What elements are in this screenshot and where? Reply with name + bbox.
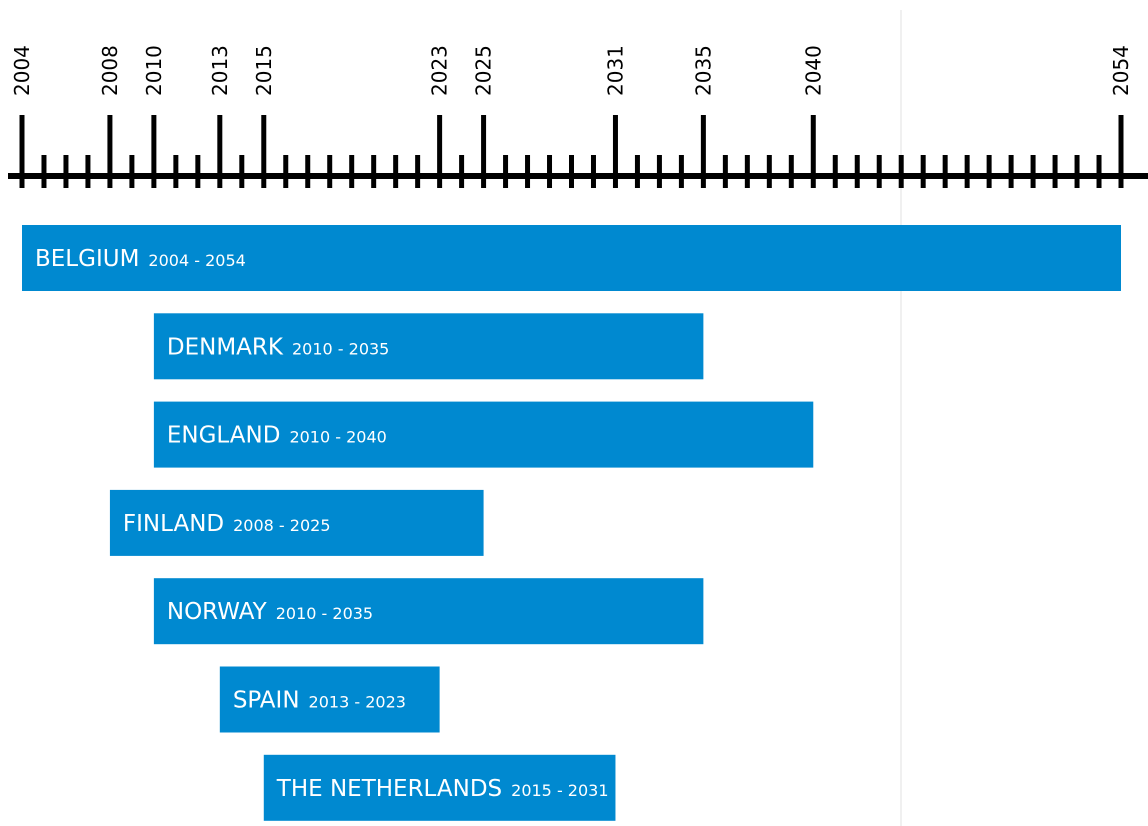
bar-country-label: FINLAND <box>123 511 224 537</box>
tick-label: 2054 <box>1109 45 1133 96</box>
timeline-bar: FINLAND 2008 - 2025 <box>109 489 484 556</box>
bar-label: FINLAND 2008 - 2025 <box>123 511 331 537</box>
tick-label: 2035 <box>691 45 715 96</box>
bar-rect <box>22 225 1121 291</box>
tick-label: 2025 <box>472 45 496 96</box>
bar-range-label: 2013 - 2023 <box>309 693 406 712</box>
tick-label: 2004 <box>10 45 34 96</box>
bar-rect <box>153 313 704 380</box>
bar-rect <box>219 666 440 733</box>
bar-rect <box>109 489 484 556</box>
bar-label: DENMARK 2010 - 2035 <box>167 334 389 360</box>
bar-country-label: THE NETHERLANDS <box>276 776 502 802</box>
bar-country-label: SPAIN <box>233 688 300 714</box>
bars-group: BELGIUM 2004 - 2054 DENMARK 2010 - 2035 ENGL… <box>22 225 1121 821</box>
timeline-bar: SPAIN 2013 - 2023 <box>219 666 440 733</box>
tick-label: 2010 <box>142 45 166 96</box>
bar-label: THE NETHERLANDS 2015 - 2031 <box>276 776 609 802</box>
bar-rect <box>153 401 814 468</box>
bar-country-label: DENMARK <box>167 334 284 360</box>
timeline-bar: BELGIUM 2004 - 2054 <box>22 225 1121 291</box>
bar-range-label: 2008 - 2025 <box>233 516 330 535</box>
bar-range-label: 2010 - 2035 <box>276 604 373 623</box>
bar-rect <box>263 754 616 821</box>
tick-label: 2013 <box>208 45 232 96</box>
bar-label: ENGLAND 2010 - 2040 <box>167 423 387 449</box>
tick-label: 2008 <box>98 45 122 96</box>
bar-range-label: 2010 - 2040 <box>289 428 386 447</box>
bar-country-label: BELGIUM <box>35 246 139 272</box>
timeline-bar: NORWAY 2010 - 2035 <box>153 578 704 645</box>
bar-range-label: 2010 - 2035 <box>292 339 389 358</box>
tick-label: 2040 <box>801 45 825 96</box>
bar-country-label: ENGLAND <box>167 423 281 449</box>
time-axis: 2004 2008 2010 2013 2015 2023 2025 2031 2035 2040… <box>8 45 1148 188</box>
tick-label: 2023 <box>428 45 452 96</box>
timeline-bar: DENMARK 2010 - 2035 <box>153 313 704 380</box>
timeline-bar: THE NETHERLANDS 2015 - 2031 <box>263 754 616 821</box>
tick-label: 2015 <box>252 45 276 96</box>
bar-label: NORWAY 2010 - 2035 <box>167 599 373 625</box>
timeline-bar: ENGLAND 2010 - 2040 <box>153 401 814 468</box>
bar-label: SPAIN 2013 - 2023 <box>233 688 406 714</box>
bar-rect <box>153 578 704 645</box>
tick-label: 2031 <box>603 45 627 96</box>
bar-range-label: 2004 - 2054 <box>148 251 245 270</box>
bar-range-label: 2015 - 2031 <box>511 781 608 800</box>
bar-label: BELGIUM 2004 - 2054 <box>35 246 246 272</box>
bar-country-label: NORWAY <box>167 599 268 625</box>
